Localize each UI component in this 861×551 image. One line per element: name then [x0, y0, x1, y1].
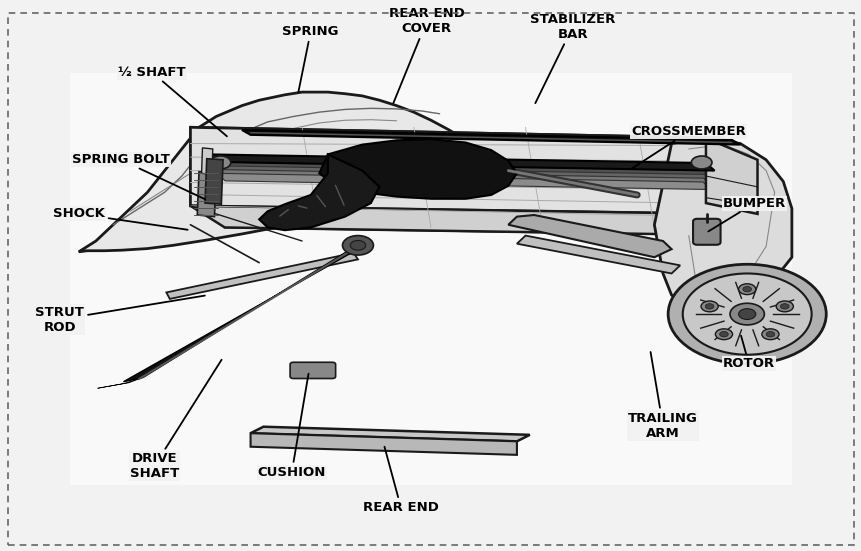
Circle shape	[761, 329, 778, 339]
Text: CROSSMEMBER: CROSSMEMBER	[630, 125, 746, 169]
Polygon shape	[70, 73, 791, 485]
Circle shape	[210, 156, 231, 169]
Text: BUMPER: BUMPER	[708, 197, 785, 231]
Text: STABILIZER
BAR: STABILIZER BAR	[530, 13, 615, 103]
Circle shape	[719, 332, 728, 337]
Circle shape	[342, 236, 373, 255]
Circle shape	[729, 303, 764, 325]
Text: CUSHION: CUSHION	[257, 374, 325, 479]
Polygon shape	[251, 426, 530, 441]
Polygon shape	[214, 170, 711, 186]
Circle shape	[350, 240, 365, 250]
Polygon shape	[225, 149, 757, 236]
Polygon shape	[242, 130, 740, 144]
Polygon shape	[197, 172, 216, 217]
Polygon shape	[209, 158, 713, 175]
Polygon shape	[251, 433, 517, 455]
Polygon shape	[653, 138, 791, 311]
Polygon shape	[259, 154, 379, 230]
Polygon shape	[190, 206, 757, 236]
Polygon shape	[205, 159, 223, 204]
Polygon shape	[97, 377, 143, 388]
Circle shape	[742, 287, 751, 292]
Polygon shape	[190, 127, 757, 160]
Circle shape	[682, 273, 811, 355]
Polygon shape	[190, 127, 722, 214]
Circle shape	[775, 301, 792, 312]
Circle shape	[738, 284, 755, 295]
FancyBboxPatch shape	[290, 362, 335, 379]
FancyBboxPatch shape	[692, 219, 720, 245]
Text: STRUT
ROD: STRUT ROD	[35, 295, 205, 333]
Polygon shape	[216, 174, 710, 190]
Polygon shape	[78, 92, 474, 252]
Circle shape	[715, 329, 732, 339]
Polygon shape	[508, 215, 671, 257]
Polygon shape	[211, 162, 713, 178]
Text: DRIVE
SHAFT: DRIVE SHAFT	[129, 360, 221, 480]
Polygon shape	[517, 236, 679, 273]
Text: SPRING: SPRING	[282, 25, 338, 92]
Text: ROTOR: ROTOR	[722, 336, 774, 370]
Circle shape	[667, 264, 826, 364]
Polygon shape	[208, 154, 714, 171]
Polygon shape	[166, 253, 357, 299]
Circle shape	[779, 304, 788, 309]
Polygon shape	[705, 138, 757, 214]
Polygon shape	[213, 166, 712, 182]
Circle shape	[738, 309, 755, 320]
Circle shape	[704, 304, 713, 309]
Circle shape	[700, 301, 717, 312]
Text: TRAILING
ARM: TRAILING ARM	[628, 352, 697, 440]
Text: REAR END
COVER: REAR END COVER	[388, 7, 464, 103]
Text: SPRING BOLT: SPRING BOLT	[71, 153, 205, 199]
Circle shape	[765, 332, 774, 337]
Polygon shape	[319, 139, 517, 199]
Polygon shape	[123, 242, 362, 382]
Text: REAR END: REAR END	[362, 447, 438, 514]
Text: SHOCK: SHOCK	[53, 207, 188, 230]
Circle shape	[691, 156, 711, 169]
Text: ½ SHAFT: ½ SHAFT	[118, 66, 226, 136]
Polygon shape	[201, 148, 213, 175]
